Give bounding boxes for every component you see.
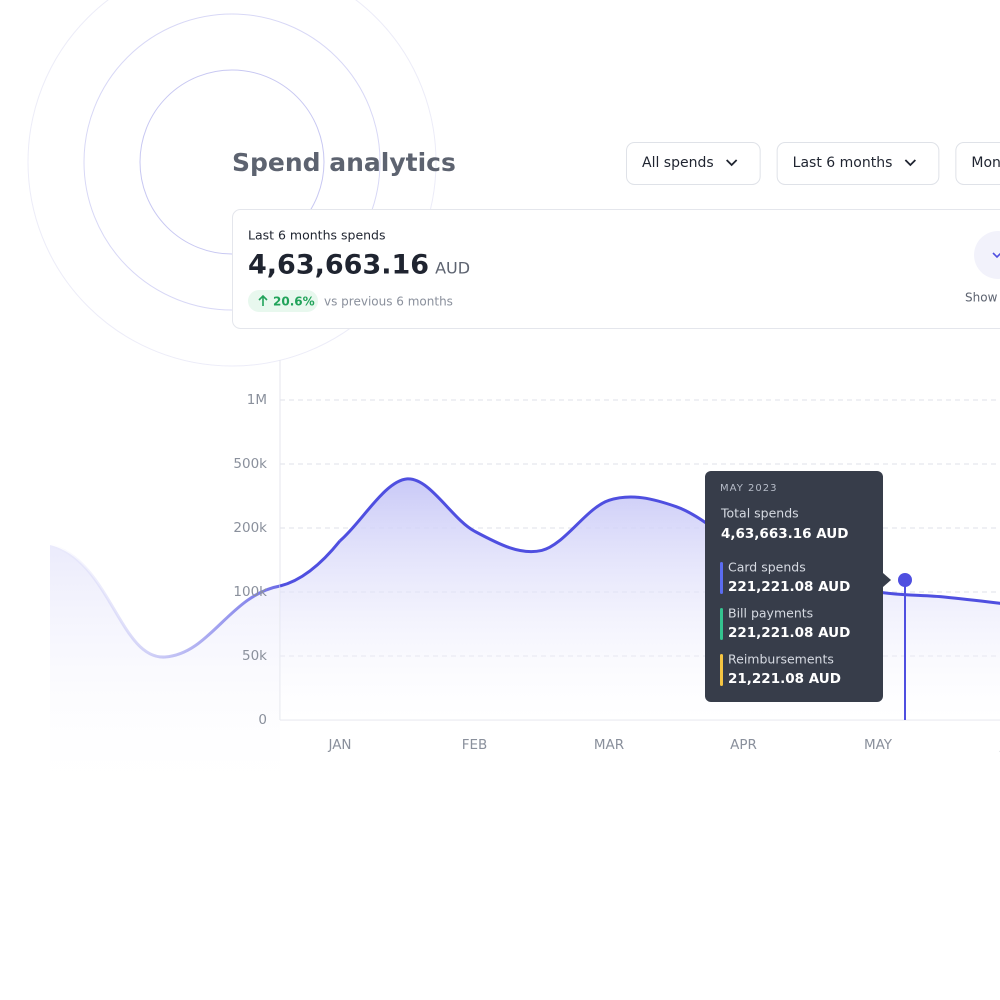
tooltip-item-value: 21,221.08 AUD [728, 671, 841, 687]
tooltip-item-label: Card spends [728, 560, 806, 575]
filter-label[interactable]: Mont [971, 155, 1000, 171]
decor-tail-area [50, 545, 280, 800]
filter-label[interactable]: Last 6 months [793, 155, 893, 171]
x-tick-label: FEB [462, 737, 488, 753]
summary-card [232, 209, 1000, 329]
y-tick-label: 50k [242, 648, 267, 664]
tooltip-item-label: Reimbursements [728, 652, 834, 667]
x-tick-label: APR [730, 737, 757, 753]
y-tick-label: 200k [233, 520, 267, 536]
tooltip-box [705, 471, 883, 702]
series-swatch [720, 608, 723, 640]
y-tick-label: 500k [233, 456, 267, 472]
tooltip-item-value: 221,221.08 AUD [728, 625, 850, 641]
tooltip: MAY 2023 Total spends 4,63,663.16 AUD Ca… [705, 471, 891, 702]
decor-tail-line [49, 543, 281, 659]
y-tick-label: 0 [258, 712, 267, 728]
y-tick-label: 1M [247, 392, 267, 408]
x-tick-label: MAR [594, 737, 624, 753]
area-fill [280, 478, 1000, 720]
expand-button[interactable] [974, 231, 1000, 279]
series-swatch [720, 562, 723, 594]
summary-label: Last 6 months spends [248, 228, 386, 243]
summary-currency: AUD [435, 259, 470, 278]
chart: 050k100k200k500k1MJANFEBMARAPRMAYJUN [233, 360, 1000, 753]
filters: All spends Last 6 months Mont [626, 142, 1000, 185]
dropdown-chevron [904, 159, 916, 167]
tooltip-item-value: 221,221.08 AUD [728, 579, 850, 595]
tooltip-arrow [883, 573, 891, 587]
filter-label[interactable]: All spends [642, 155, 714, 171]
tooltip-title: MAY 2023 [720, 483, 777, 494]
filter-dropdown[interactable] [776, 142, 940, 185]
filter-dropdown[interactable] [955, 142, 1000, 185]
tooltip-total-label: Total spends [720, 506, 799, 521]
show-label[interactable]: Show [965, 291, 998, 305]
dropdown-chevron [726, 159, 738, 167]
x-tick-label: MAY [864, 737, 893, 753]
y-tick-label: 100k [233, 584, 267, 600]
summary-amount: 4,63,663.16 [248, 250, 429, 281]
series-swatch [720, 654, 723, 686]
up-arrow [258, 294, 268, 306]
hover-point [898, 573, 912, 587]
page-title: Spend analytics [232, 148, 456, 177]
change-badge [248, 290, 318, 312]
filter-dropdown[interactable] [626, 142, 761, 185]
area-line [339, 477, 1000, 605]
comparison: vs previous 6 months [324, 295, 453, 309]
lead-in [279, 539, 342, 588]
tooltip-item-label: Bill payments [728, 606, 813, 621]
change-value: 20.6% [273, 295, 315, 309]
x-tick-label: JAN [327, 737, 351, 753]
tooltip-total-value: 4,63,663.16 AUD [721, 526, 848, 542]
